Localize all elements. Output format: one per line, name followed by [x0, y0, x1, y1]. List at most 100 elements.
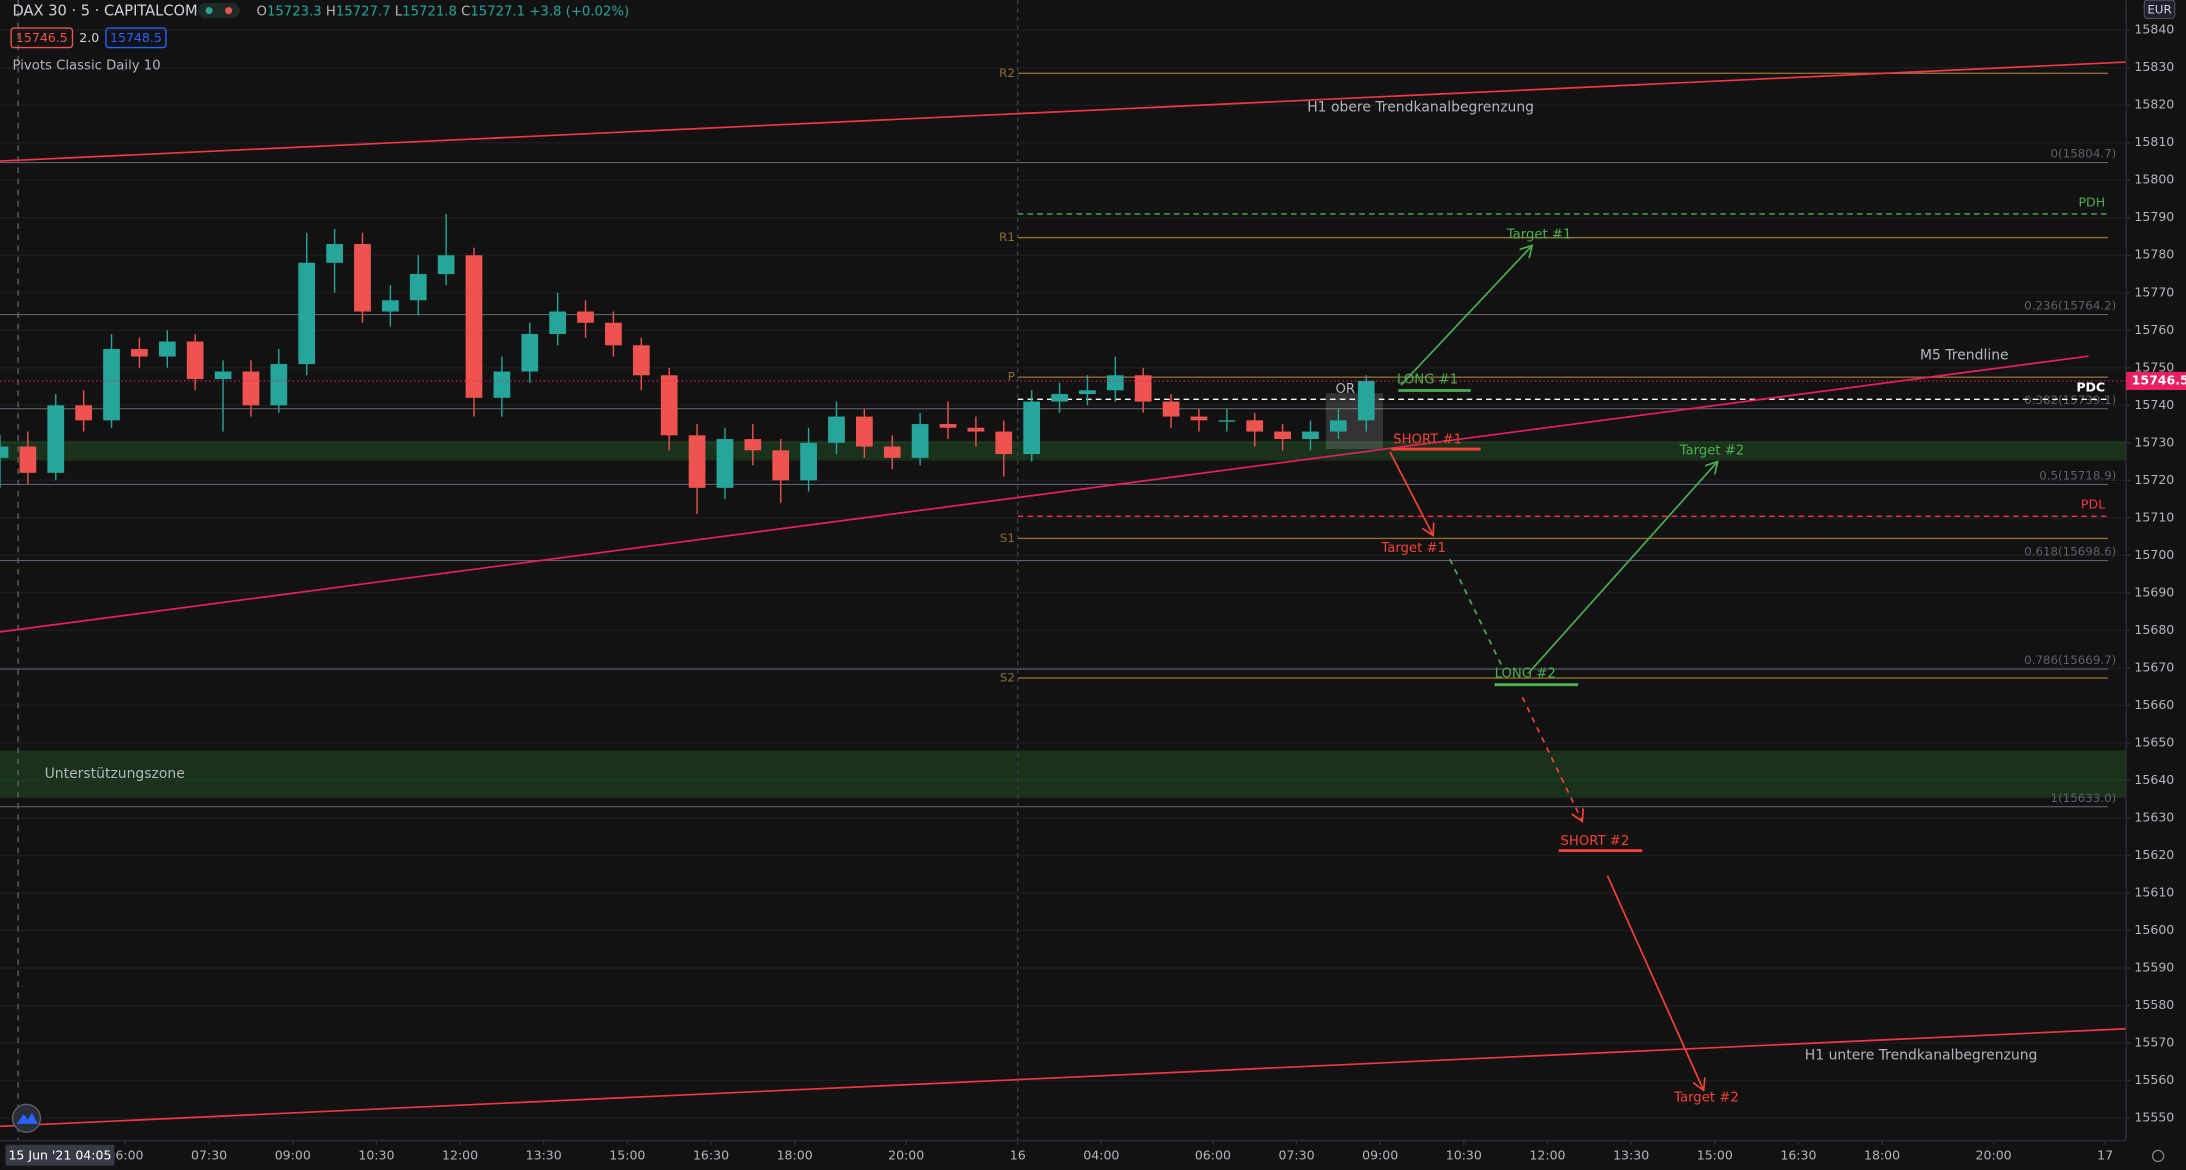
crosshair-label-box: [5, 1144, 115, 1166]
ohlc-key: C: [461, 4, 470, 19]
annotation: Target #2: [1679, 443, 1745, 458]
y-tick-label: 15620: [2134, 847, 2174, 862]
x-tick-label: 07:30: [1278, 1147, 1314, 1162]
y-tick-label: 15810: [2134, 134, 2174, 149]
candle-body: [1274, 431, 1291, 440]
candle-body: [577, 311, 594, 323]
level-label: PDC: [2076, 380, 2105, 395]
candle-body: [131, 349, 148, 357]
candle-body: [772, 450, 790, 481]
candle-body: [75, 405, 93, 421]
fib-label: 0.618(15698.6): [2024, 545, 2116, 559]
candle-body: [995, 431, 1013, 455]
spread: 2.0: [79, 30, 99, 45]
candle-body: [270, 364, 288, 406]
trendline-label: M5 Trendline: [1920, 348, 2009, 364]
trendline-label: H1 untere Trendkanalbegrenzung: [1805, 1048, 2038, 1064]
y-tick-label: 15780: [2134, 247, 2174, 262]
x-tick-label: 12:00: [1529, 1147, 1565, 1162]
candle-body: [1162, 401, 1180, 417]
fib-label: 1(15633.0): [2051, 791, 2117, 805]
candle-body: [744, 439, 762, 451]
dashed-arrow: [1449, 558, 1504, 669]
annotation: Target #1: [1380, 541, 1446, 556]
candle-body: [632, 345, 650, 376]
y-tick-label: 15770: [2134, 284, 2174, 299]
candle-body: [1190, 416, 1208, 421]
candle-body: [828, 416, 845, 443]
y-tick-label: 15640: [2134, 772, 2174, 787]
ohlc-change: +3.8 (+0.02%): [529, 4, 629, 19]
x-tick-label: 20:00: [888, 1147, 924, 1162]
trendline: [0, 355, 2089, 633]
arrow: [1528, 462, 1717, 673]
candle-body: [605, 322, 622, 346]
buy-box[interactable]: [105, 27, 167, 49]
y-tick-label: 15650: [2134, 734, 2174, 749]
x-tick-label: 16:30: [1780, 1147, 1816, 1162]
y-tick-label: 15550: [2134, 1110, 2174, 1125]
fib-label: 0.786(15669.7): [2024, 653, 2116, 667]
ohlc-value: 15727.1: [470, 4, 525, 19]
ohlc-legend: O15723.3 H15727.7 L15721.8 C15727.1 +3.8…: [257, 4, 630, 19]
x-tick-label: 04:00: [1083, 1147, 1119, 1162]
x-tick-label: 09:00: [1362, 1147, 1398, 1162]
annotation: Target #2: [1673, 1090, 1739, 1105]
x-tick-label: 06:00: [1195, 1147, 1231, 1162]
y-tick-label: 15660: [2134, 697, 2174, 712]
settings-icon[interactable]: [2151, 1149, 2165, 1163]
sell-box[interactable]: [10, 27, 74, 49]
last-price-tag: [2126, 371, 2186, 390]
candle-body: [800, 442, 817, 481]
candle-body: [967, 427, 985, 432]
x-tick-label: 10:30: [1446, 1147, 1482, 1162]
symbol-title: DAX 30 · 5 · CAPITALCOM: [13, 2, 198, 19]
x-tick-label: 15:00: [1697, 1147, 1733, 1162]
candle-body: [1051, 394, 1068, 402]
arrow: [1606, 875, 1703, 1091]
candle-body: [381, 300, 399, 312]
fib-label: 0.5(15718.9): [2039, 469, 2116, 483]
candle-body: [1302, 431, 1319, 440]
y-tick-label: 15830: [2134, 59, 2174, 74]
trendline: [0, 61, 2127, 162]
fib-label: 0(15804.7): [2051, 147, 2117, 161]
fib-label: 0.236(15764.2): [2024, 299, 2116, 313]
pivot-label: S1: [1000, 531, 1015, 545]
logo-icon: [16, 1112, 38, 1124]
x-tick-label: 13:30: [1613, 1147, 1649, 1162]
buy-price[interactable]: 15748.5: [110, 30, 162, 45]
candle-body: [1357, 380, 1375, 421]
y-tick-label: 15680: [2134, 622, 2174, 637]
status-pill: [197, 2, 240, 19]
candle-body: [855, 416, 873, 447]
level-label: PDL: [2081, 497, 2105, 512]
x-tick-label: 12:00: [442, 1147, 478, 1162]
currency[interactable]: EUR: [2147, 2, 2171, 16]
candle-body: [1079, 390, 1096, 395]
x-tick-label: 07:30: [191, 1147, 227, 1162]
candle-body: [47, 405, 65, 473]
y-tick-label: 15790: [2134, 209, 2174, 224]
candle-body: [326, 243, 343, 263]
annotation: LONG #2: [1495, 667, 1556, 682]
annotation: Target #1: [1506, 227, 1572, 242]
candle-body: [242, 371, 260, 406]
annotation: LONG #1: [1397, 372, 1458, 387]
y-tick-label: 15750: [2134, 359, 2174, 374]
y-tick-label: 15720: [2134, 472, 2174, 487]
candle-body: [1106, 375, 1124, 391]
annotation: SHORT #1: [1393, 432, 1462, 447]
candle-body: [883, 446, 901, 458]
ohlc-value: 15723.3: [267, 4, 322, 19]
x-tick-label: 16:30: [693, 1147, 729, 1162]
x-tick-label: 06:00: [107, 1147, 143, 1162]
candle-body: [1218, 420, 1236, 422]
sell-price[interactable]: 15746.5: [16, 30, 68, 45]
zone-label: Unterstützungszone: [45, 766, 185, 782]
candle-body: [465, 255, 483, 398]
x-tick-label: 20:00: [1976, 1147, 2012, 1162]
currency-box[interactable]: [2143, 0, 2176, 19]
y-tick-label: 15700: [2134, 547, 2174, 562]
pivot-label: R2: [999, 66, 1015, 80]
